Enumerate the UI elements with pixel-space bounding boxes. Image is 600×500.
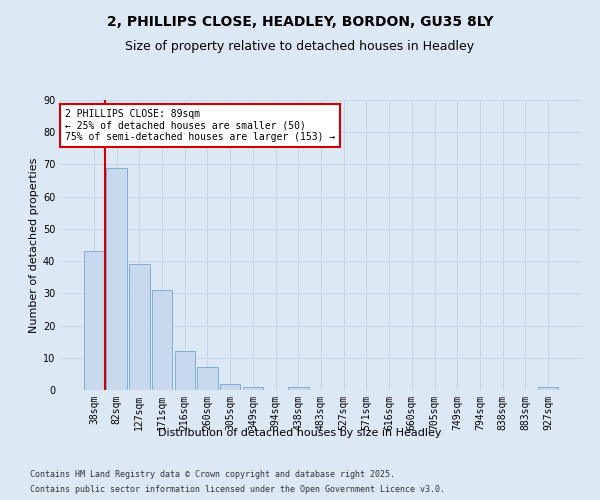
Bar	[106, 168, 127, 390]
Y-axis label: Number of detached properties: Number of detached properties	[29, 158, 38, 332]
Text: Distribution of detached houses by size in Headley: Distribution of detached houses by size …	[158, 428, 442, 438]
Bar	[129, 264, 149, 390]
Bar	[84, 252, 104, 390]
Text: 2 PHILLIPS CLOSE: 89sqm
← 25% of detached houses are smaller (50)
75% of semi-de: 2 PHILLIPS CLOSE: 89sqm ← 25% of detache…	[65, 108, 335, 142]
Bar	[152, 290, 172, 390]
Text: Contains HM Land Registry data © Crown copyright and database right 2025.: Contains HM Land Registry data © Crown c…	[30, 470, 395, 479]
Text: Size of property relative to detached houses in Headley: Size of property relative to detached ho…	[125, 40, 475, 53]
Bar	[288, 387, 308, 390]
Text: 2, PHILLIPS CLOSE, HEADLEY, BORDON, GU35 8LY: 2, PHILLIPS CLOSE, HEADLEY, BORDON, GU35…	[107, 15, 493, 29]
Bar	[242, 387, 263, 390]
Bar	[538, 387, 558, 390]
Bar	[197, 368, 218, 390]
Text: Contains public sector information licensed under the Open Government Licence v3: Contains public sector information licen…	[30, 485, 445, 494]
Bar	[175, 352, 195, 390]
Bar	[220, 384, 241, 390]
